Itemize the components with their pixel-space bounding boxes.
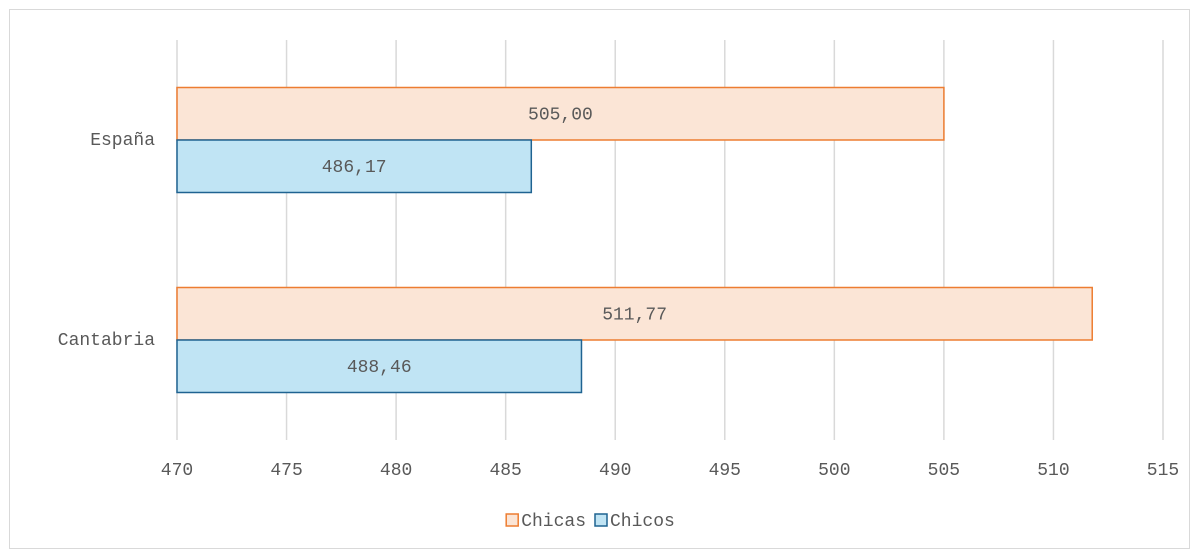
legend-label: Chicas bbox=[521, 512, 586, 532]
legend-swatch bbox=[594, 513, 608, 527]
y-tick-label: Cantabria bbox=[58, 331, 155, 351]
data-label: 488,46 bbox=[347, 358, 412, 378]
legend-label: Chicos bbox=[610, 512, 675, 532]
bar bbox=[176, 86, 945, 141]
x-tick-label: 505 bbox=[928, 461, 960, 481]
x-tick-label: 485 bbox=[489, 461, 521, 481]
x-tick-label: 470 bbox=[161, 461, 193, 481]
x-tick-label: 495 bbox=[709, 461, 741, 481]
data-label: 486,17 bbox=[322, 158, 387, 178]
x-tick-label: 515 bbox=[1147, 461, 1179, 481]
x-tick-label: 500 bbox=[818, 461, 850, 481]
legend-swatch bbox=[505, 513, 519, 527]
bar bbox=[176, 339, 583, 394]
bar bbox=[176, 139, 533, 194]
data-label: 505,00 bbox=[528, 106, 593, 126]
bar bbox=[176, 286, 1093, 341]
x-tick-label: 480 bbox=[380, 461, 412, 481]
x-tick-label: 490 bbox=[599, 461, 631, 481]
y-tick-label: España bbox=[90, 131, 155, 151]
x-tick-label: 510 bbox=[1037, 461, 1069, 481]
data-label: 511,77 bbox=[602, 306, 667, 326]
x-tick-label: 475 bbox=[270, 461, 302, 481]
